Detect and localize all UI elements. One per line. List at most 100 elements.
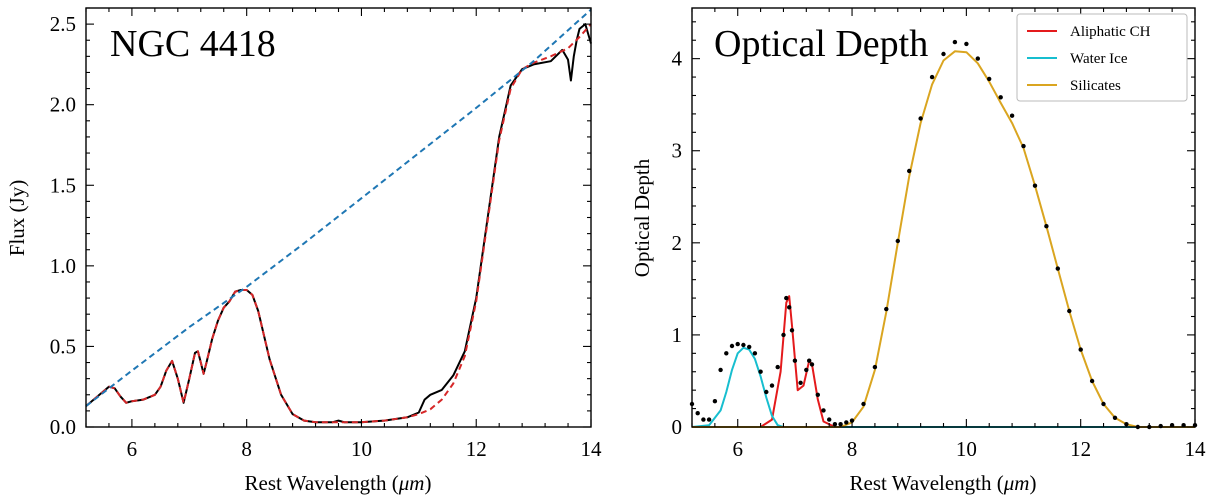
left-y-tick-label: 2.0 xyxy=(50,93,76,117)
legend-label-silicates: Silicates xyxy=(1070,78,1121,94)
right-data-point xyxy=(1181,423,1186,428)
right-data-point xyxy=(821,408,826,413)
left-y-tick-label: 1.5 xyxy=(50,173,76,197)
right-data-point xyxy=(724,351,729,356)
right-data-point xyxy=(1032,183,1038,188)
left-x-tick-label: 8 xyxy=(241,437,252,461)
right-data-point xyxy=(781,332,786,338)
right-data-point xyxy=(1009,113,1015,118)
right-data-point xyxy=(784,295,789,301)
left-panel-title: NGC 4418 xyxy=(110,23,276,65)
right-data-point xyxy=(741,342,746,348)
right-data-point xyxy=(804,367,809,373)
left-x-tick-label: 10 xyxy=(351,437,372,461)
left-x-tick-label: 6 xyxy=(127,437,138,461)
right-data-point xyxy=(764,389,769,395)
right-data-point xyxy=(792,358,798,363)
right-plot-marks xyxy=(689,39,1198,430)
right-x-tick-label: 8 xyxy=(847,437,858,461)
right-data-point xyxy=(918,116,923,121)
left-series-line-2 xyxy=(85,8,592,407)
right-y-axis-label: Optical Depth xyxy=(630,158,654,277)
right-data-point xyxy=(807,358,812,363)
right-data-point xyxy=(718,367,723,373)
right-data-point xyxy=(895,238,900,244)
left-y-tick-label: 1.0 xyxy=(50,254,76,278)
right-data-point xyxy=(789,328,795,333)
right-data-point xyxy=(832,422,838,427)
right-data-point xyxy=(838,422,843,427)
right-data-point xyxy=(769,383,775,388)
right-data-point xyxy=(998,95,1003,100)
right-data-point xyxy=(884,306,889,312)
right-x-tick-label: 6 xyxy=(732,437,743,461)
right-series-line-1 xyxy=(691,346,1195,428)
right-y-tick-label: 0 xyxy=(672,415,683,439)
right-series-line-0 xyxy=(692,295,1195,428)
right-data-point xyxy=(706,417,712,422)
right-data-point xyxy=(775,364,780,370)
left-y-axis-label: Flux (Jy) xyxy=(5,180,29,256)
right-data-point xyxy=(735,341,740,347)
right-data-point xyxy=(747,344,752,350)
right-data-point xyxy=(929,74,935,80)
right-data-point xyxy=(975,56,980,61)
right-x-axis-label: Rest Wavelength (μm) xyxy=(850,471,1037,495)
right-data-point xyxy=(1078,347,1083,352)
right-y-tick-label: 3 xyxy=(672,139,683,163)
right-data-point xyxy=(827,417,832,422)
right-x-tick-label: 12 xyxy=(1070,437,1091,461)
right-series-line-2 xyxy=(692,50,1195,428)
right-data-point xyxy=(695,411,700,416)
right-data-point xyxy=(907,168,912,174)
left-panel: 6 8 10 12 14 0.0 0.5 1.0 1.5 2.0 2.5 NGC 4418 Rest… xyxy=(5,7,603,495)
right-y-tick-label: 4 xyxy=(672,47,683,71)
right-data-point xyxy=(844,420,849,425)
legend-label-aliphatic-ch: Aliphatic CH xyxy=(1070,24,1151,40)
right-data-point xyxy=(1044,224,1049,229)
right-data-point xyxy=(861,401,866,407)
right-data-point xyxy=(964,41,969,47)
left-plot-marks xyxy=(85,8,592,424)
right-data-point xyxy=(1067,308,1072,314)
left-ticks: 6 8 10 12 14 0.0 0.5 1.0 1.5 2.0 2.5 xyxy=(50,7,603,461)
left-y-tick-label: 2.5 xyxy=(50,12,76,36)
right-data-point xyxy=(1112,415,1118,420)
right-x-tick-label: 14 xyxy=(1185,437,1207,461)
left-series-line-0 xyxy=(85,23,592,424)
left-x-axis-label: Rest Wavelength (μm) xyxy=(245,471,432,495)
right-data-point xyxy=(1055,266,1061,271)
legend: Aliphatic CH Water Ice Silicates xyxy=(1016,13,1188,102)
legend-box xyxy=(1016,13,1188,102)
right-data-point xyxy=(752,351,758,356)
right-data-point xyxy=(729,343,735,349)
right-data-point xyxy=(1089,378,1095,384)
left-x-tick-label: 12 xyxy=(466,437,487,461)
left-x-tick-label: 14 xyxy=(581,437,603,461)
right-data-point xyxy=(952,39,958,45)
right-y-tick-label: 2 xyxy=(672,231,683,255)
right-data-point xyxy=(758,369,763,374)
right-data-point xyxy=(1101,401,1106,407)
right-panel-title: Optical Depth xyxy=(714,23,928,65)
left-series-line-1 xyxy=(85,23,592,424)
left-y-tick-label: 0.0 xyxy=(50,415,76,439)
right-x-tick-label: 10 xyxy=(956,437,977,461)
right-data-point xyxy=(798,380,803,385)
right-y-tick-label: 1 xyxy=(672,323,683,347)
right-data-point xyxy=(809,362,815,367)
right-data-point xyxy=(872,364,878,370)
left-y-tick-label: 0.5 xyxy=(50,334,76,358)
right-data-point xyxy=(987,76,992,82)
right-data-point xyxy=(701,417,706,422)
right-data-point xyxy=(712,399,718,404)
right-data-point xyxy=(815,392,820,397)
right-data-point xyxy=(1021,143,1026,149)
right-data-point xyxy=(941,51,946,57)
legend-label-water-ice: Water Ice xyxy=(1070,51,1128,67)
right-data-point xyxy=(787,305,792,310)
